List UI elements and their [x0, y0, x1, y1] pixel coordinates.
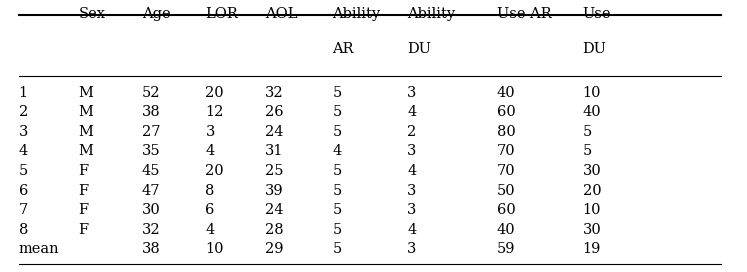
Text: 31: 31 [265, 144, 284, 158]
Text: 3: 3 [407, 86, 417, 100]
Text: M: M [78, 105, 93, 119]
Text: 5: 5 [332, 242, 341, 256]
Text: 60: 60 [497, 203, 515, 217]
Text: 5: 5 [332, 164, 341, 178]
Text: 3: 3 [205, 125, 215, 139]
Text: M: M [78, 125, 93, 139]
Text: 59: 59 [497, 242, 515, 256]
Text: 32: 32 [142, 223, 161, 237]
Text: 29: 29 [265, 242, 284, 256]
Text: F: F [78, 164, 89, 178]
Text: 5: 5 [583, 125, 592, 139]
Text: 60: 60 [497, 105, 515, 119]
Text: 4: 4 [19, 144, 28, 158]
Text: 30: 30 [583, 223, 601, 237]
Text: M: M [78, 144, 93, 158]
Text: 6: 6 [19, 184, 28, 197]
Text: 10: 10 [583, 86, 601, 100]
Text: 7: 7 [19, 203, 28, 217]
Text: 26: 26 [265, 105, 284, 119]
Text: 25: 25 [265, 164, 284, 178]
Text: 12: 12 [205, 105, 224, 119]
Text: 3: 3 [407, 184, 417, 197]
Text: 24: 24 [265, 203, 284, 217]
Text: 3: 3 [407, 144, 417, 158]
Text: 52: 52 [142, 86, 161, 100]
Text: 3: 3 [407, 242, 417, 256]
Text: 8: 8 [205, 184, 215, 197]
Text: Use AR: Use AR [497, 7, 551, 21]
Text: 40: 40 [497, 223, 515, 237]
Text: F: F [78, 223, 89, 237]
Text: 10: 10 [583, 203, 601, 217]
Text: LOR: LOR [205, 7, 238, 21]
Text: F: F [78, 184, 89, 197]
Text: 3: 3 [19, 125, 28, 139]
Text: M: M [78, 86, 93, 100]
Text: 30: 30 [142, 203, 161, 217]
Text: DU: DU [407, 42, 431, 56]
Text: 4: 4 [407, 223, 416, 237]
Text: 4: 4 [205, 223, 214, 237]
Text: Age: Age [142, 7, 170, 21]
Text: 2: 2 [19, 105, 28, 119]
Text: 6: 6 [205, 203, 215, 217]
Text: 2: 2 [407, 125, 416, 139]
Text: 24: 24 [265, 125, 284, 139]
Text: 28: 28 [265, 223, 284, 237]
Text: 45: 45 [142, 164, 161, 178]
Text: 5: 5 [332, 125, 341, 139]
Text: Ability: Ability [407, 7, 455, 21]
Text: 5: 5 [332, 223, 341, 237]
Text: 47: 47 [142, 184, 161, 197]
Text: F: F [78, 203, 89, 217]
Text: 20: 20 [583, 184, 601, 197]
Text: AOL: AOL [265, 7, 298, 21]
Text: 1: 1 [19, 86, 28, 100]
Text: 32: 32 [265, 86, 284, 100]
Text: 19: 19 [583, 242, 601, 256]
Text: 20: 20 [205, 86, 224, 100]
Text: 38: 38 [142, 105, 161, 119]
Text: Ability: Ability [332, 7, 380, 21]
Text: 80: 80 [497, 125, 515, 139]
Text: 8: 8 [19, 223, 28, 237]
Text: mean: mean [19, 242, 59, 256]
Text: 38: 38 [142, 242, 161, 256]
Text: 70: 70 [497, 164, 515, 178]
Text: 39: 39 [265, 184, 284, 197]
Text: 5: 5 [332, 105, 341, 119]
Text: 5: 5 [332, 203, 341, 217]
Text: AR: AR [332, 42, 354, 56]
Text: 4: 4 [407, 164, 416, 178]
Text: 4: 4 [332, 144, 341, 158]
Text: 3: 3 [407, 203, 417, 217]
Text: 30: 30 [583, 164, 601, 178]
Text: 20: 20 [205, 164, 224, 178]
Text: Sex: Sex [78, 7, 105, 21]
Text: 40: 40 [497, 86, 515, 100]
Text: 40: 40 [583, 105, 601, 119]
Text: 4: 4 [407, 105, 416, 119]
Text: 4: 4 [205, 144, 214, 158]
Text: 27: 27 [142, 125, 161, 139]
Text: 5: 5 [583, 144, 592, 158]
Text: 10: 10 [205, 242, 224, 256]
Text: 5: 5 [19, 164, 28, 178]
Text: 70: 70 [497, 144, 515, 158]
Text: DU: DU [583, 42, 607, 56]
Text: 5: 5 [332, 184, 341, 197]
Text: 5: 5 [332, 86, 341, 100]
Text: 50: 50 [497, 184, 515, 197]
Text: 35: 35 [142, 144, 161, 158]
Text: Use: Use [583, 7, 611, 21]
